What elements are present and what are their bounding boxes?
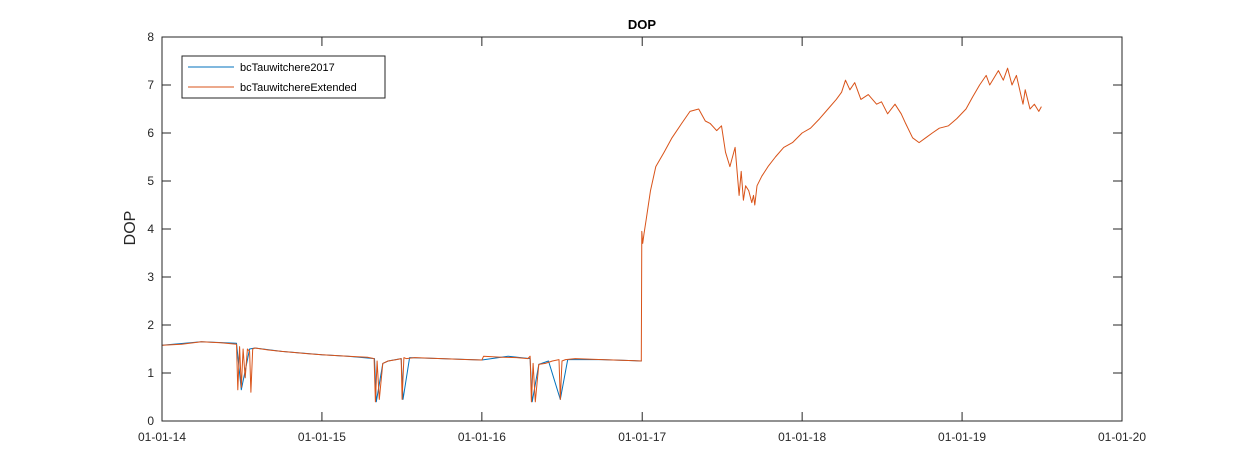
y-tick-label: 5 xyxy=(147,174,154,188)
series-line-bctauwitchereextended xyxy=(161,67,1042,403)
x-tick-label: 01-01-20 xyxy=(1098,430,1146,444)
plot-series xyxy=(161,67,1042,403)
chart-legend: bcTauwitchere2017 bcTauwitchereExtended xyxy=(181,55,386,99)
y-axis-title: DOP xyxy=(122,211,139,246)
y-tick-label: 2 xyxy=(147,318,154,332)
y-tick-label: 0 xyxy=(147,414,154,428)
plot-area-frame xyxy=(161,36,1123,422)
y-tick-label: 1 xyxy=(147,366,154,380)
y-tick-label: 7 xyxy=(147,78,154,92)
x-tick-label: 01-01-18 xyxy=(778,430,826,444)
x-tick-label: 01-01-19 xyxy=(938,430,986,444)
y-tick-label: 8 xyxy=(147,30,154,44)
y-tick-label: 4 xyxy=(147,222,154,236)
x-tick-label: 01-01-16 xyxy=(458,430,506,444)
y-tick-label: 6 xyxy=(147,126,154,140)
x-tick-label: 01-01-15 xyxy=(298,430,346,444)
y-tick-label: 3 xyxy=(147,270,154,284)
legend-box xyxy=(181,55,386,99)
legend-label-bctauwitchere2017: bcTauwitchere2017 xyxy=(240,62,335,74)
chart-title: DOP xyxy=(628,17,657,32)
x-tick-label: 01-01-14 xyxy=(138,430,186,444)
axis-ticks: 01-01-14 01-01-15 01-01-16 01-01-17 01-01-18… xyxy=(138,30,1146,444)
legend-label-bctauwitchereextended: bcTauwitchereExtended xyxy=(240,82,357,94)
x-tick-label: 01-01-17 xyxy=(618,430,666,444)
